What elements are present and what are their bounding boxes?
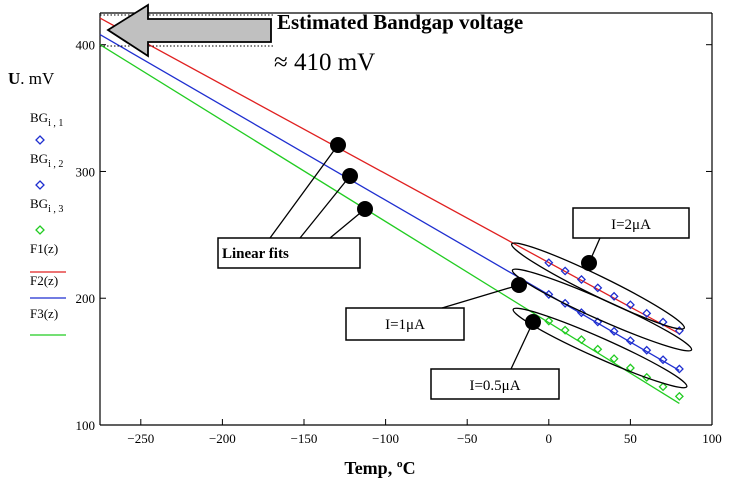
y-axis-label-symbol: U: [8, 69, 20, 88]
x-tick-label: 100: [702, 431, 722, 446]
label-2ua-box: [572, 207, 690, 239]
data-point-2: [674, 364, 684, 374]
y-tick-label: 300: [76, 164, 96, 179]
data-point-3: [642, 372, 652, 382]
legend-entry-f3: F3(z): [30, 306, 58, 321]
data-point-2: [625, 336, 635, 346]
dot-2ua: [581, 255, 597, 271]
data-point-3: [544, 316, 554, 326]
dot-fit-blue: [342, 168, 358, 184]
x-tick-label: −50: [457, 431, 477, 446]
x-tick-label: 0: [546, 431, 553, 446]
y-tick-label: 100: [76, 418, 96, 433]
data-point-2: [576, 308, 586, 318]
legend-marker-bg1: [35, 135, 45, 145]
label-1ua-box: [345, 307, 465, 341]
linear-fits-box: [217, 237, 361, 269]
intercept-arrow: [106, 3, 272, 58]
data-point-1: [642, 308, 652, 318]
leader-lines: [269, 144, 601, 370]
ellipse-05ua: [512, 307, 688, 389]
legend-entry-bg1: BGi , 1: [30, 110, 63, 129]
legend-entry-bg3: BGi , 3: [30, 196, 63, 215]
chart-subtitle: ≈ 410 mV: [274, 49, 375, 76]
legend-marker-bg2: [35, 180, 45, 190]
dot-05ua: [525, 314, 541, 330]
dot-fit-red: [330, 137, 346, 153]
leader-05ua: [510, 321, 534, 370]
legend-marker-bg3: [35, 225, 45, 235]
fit-line-3: [99, 44, 680, 405]
data-point-1: [560, 266, 570, 276]
chart-title: Estimated Bandgap voltage: [277, 10, 523, 34]
y-axis-label-unit: . mV: [20, 69, 55, 88]
data-point-1: [658, 317, 668, 327]
linear-fits-label: Linear fits: [222, 246, 289, 262]
data-point-2: [658, 355, 668, 365]
y-tick-label: 400: [76, 38, 96, 53]
data-point-1: [593, 283, 603, 293]
data-point-1: [544, 258, 554, 268]
dot-fit-green: [357, 201, 373, 217]
dot-1ua: [511, 277, 527, 293]
leader-fit-2: [299, 175, 351, 239]
data-point-2: [609, 326, 619, 336]
data-point-1: [609, 291, 619, 301]
ellipse-1ua: [511, 268, 693, 352]
x-tick-label: −250: [127, 431, 154, 446]
leader-fit-1: [269, 144, 339, 239]
legend-entry-f2: F2(z): [30, 273, 58, 288]
y-tick-label: 200: [76, 291, 96, 306]
legend-entry-f1: F1(z): [30, 241, 58, 256]
data-point-2: [544, 289, 554, 299]
callout-dots: [330, 137, 597, 330]
data-point-3: [560, 325, 570, 335]
label-1ua: I=1μA: [385, 317, 425, 333]
legend: BGi , 1 BGi , 2 BGi , 3 F1(z) F2(z) F3(z…: [30, 110, 66, 336]
data-point-1: [576, 274, 586, 284]
data-point-3: [609, 354, 619, 364]
x-tick-label: −150: [291, 431, 318, 446]
label-05ua: I=0.5μA: [469, 378, 520, 394]
x-tick-label: −200: [209, 431, 236, 446]
group-ellipses: [510, 242, 693, 389]
data-point-2: [642, 345, 652, 355]
data-point-3: [593, 344, 603, 354]
legend-entry-bg2: BGi , 2: [30, 151, 63, 170]
label-2ua: I=2μA: [611, 217, 651, 233]
x-tick-label: −100: [372, 431, 399, 446]
x-axis-label: Temp, ºC: [344, 458, 415, 478]
fit-line-1: [99, 17, 680, 335]
leader-1ua: [441, 284, 520, 309]
data-point-3: [658, 382, 668, 392]
y-axis-label: U. mV: [8, 69, 55, 88]
x-tick-label: 50: [624, 431, 637, 446]
data-point-3: [576, 335, 586, 345]
data-point-1: [625, 300, 635, 310]
label-05ua-box: [430, 368, 560, 400]
data-point-3: [674, 391, 684, 401]
axis-ticks: −250 −200 −150 −100 −50 0 50 100 100 200 300 400: [76, 38, 722, 446]
